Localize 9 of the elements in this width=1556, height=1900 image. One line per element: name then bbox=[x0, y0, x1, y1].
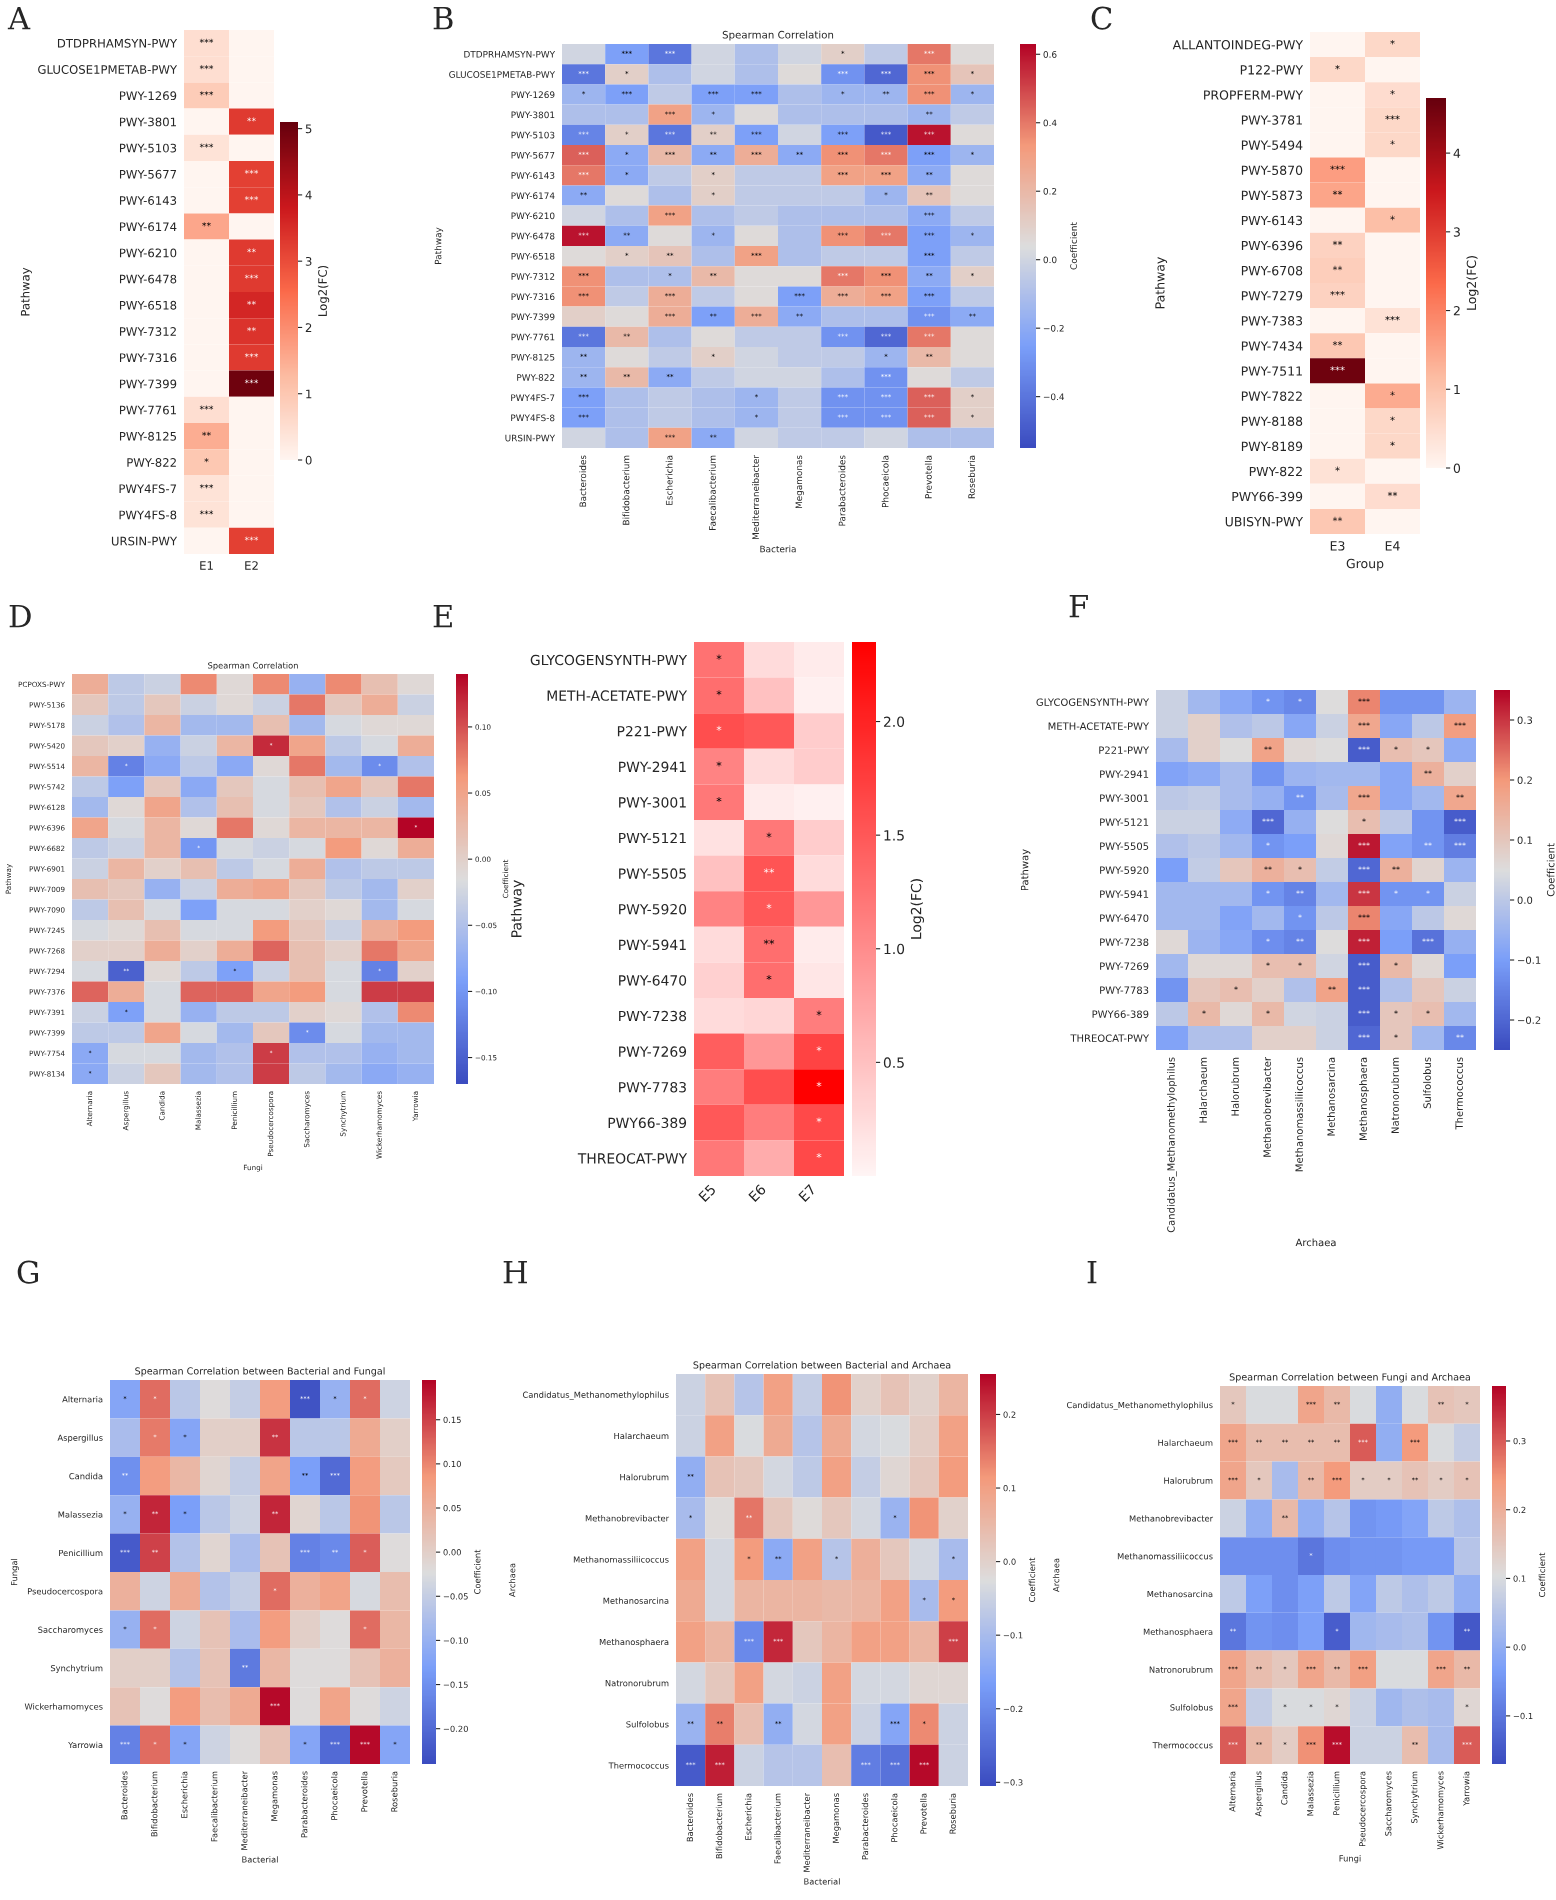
text: B bbox=[433, 6, 453, 30]
text: G bbox=[17, 1260, 38, 1284]
text: D bbox=[9, 604, 31, 628]
text: H bbox=[503, 1260, 527, 1284]
text: F bbox=[1069, 594, 1088, 618]
text: E bbox=[433, 604, 452, 628]
text: I bbox=[1087, 1260, 1097, 1284]
text: C bbox=[1091, 6, 1112, 30]
text: A bbox=[7, 6, 31, 30]
